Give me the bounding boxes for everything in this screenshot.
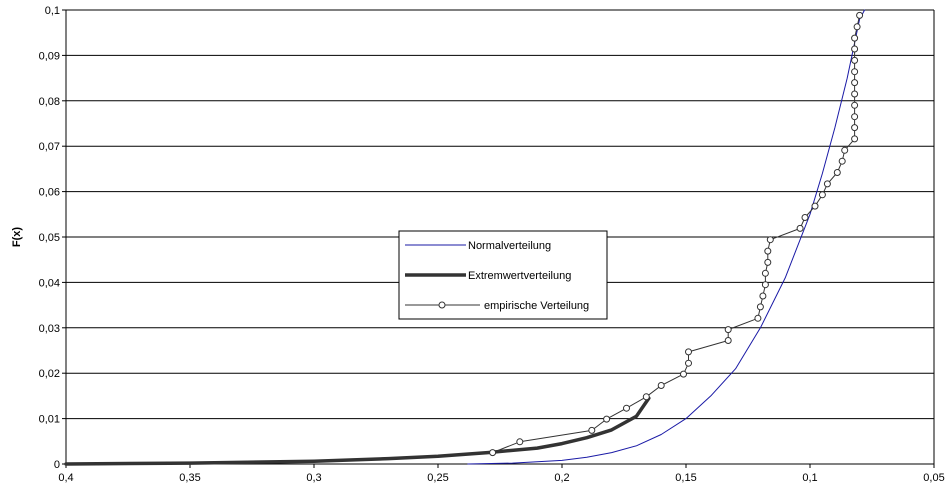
data-point-empirische-verteilung (588, 426, 596, 434)
y-tick-label: 0,01 (39, 414, 60, 426)
data-point-empirische-verteilung (851, 45, 859, 53)
data-point-empirische-verteilung (851, 79, 859, 87)
data-point-empirische-verteilung (657, 382, 665, 389)
data-point-empirische-verteilung (489, 449, 497, 457)
y-axis-title: F(x) (11, 227, 23, 248)
x-tick-label: 0,2 (554, 472, 569, 484)
data-point-empirische-verteilung (754, 314, 762, 322)
data-point-empirische-verteilung (818, 191, 826, 199)
data-point-empirische-verteilung (603, 415, 611, 423)
data-point-empirische-verteilung (811, 202, 819, 210)
y-tick-label: 0,04 (39, 277, 60, 289)
y-tick-label: 0,06 (39, 187, 60, 199)
data-point-empirische-verteilung (851, 68, 859, 76)
data-point-empirische-verteilung (766, 236, 774, 244)
data-point-empirische-verteilung (724, 326, 732, 334)
x-tick-label: 0,15 (675, 472, 696, 484)
y-tick-label: 0,07 (39, 141, 60, 153)
gridlines (66, 9, 935, 464)
data-point-empirische-verteilung (796, 224, 804, 232)
y-tick-label: 0,03 (39, 323, 60, 335)
data-point-empirische-verteilung (853, 23, 861, 31)
data-point-empirische-verteilung (756, 303, 764, 311)
y-tick-label: 0,08 (39, 96, 60, 108)
legend-label-empirische-verteilung: empirische Verteilung (484, 300, 589, 312)
data-point-empirische-verteilung (851, 135, 859, 143)
legend-label-extremwertverteilung: Extremwertverteilung (468, 270, 571, 282)
data-point-empirische-verteilung (724, 337, 732, 344)
data-point-empirische-verteilung (823, 180, 831, 188)
data-point-empirische-verteilung (851, 90, 859, 98)
series-layer (64, 9, 866, 466)
y-tick-label: 0 (54, 459, 60, 471)
x-tick-label: 0,05 (923, 472, 944, 484)
legend-marker-empirische-verteilung (438, 301, 446, 309)
x-tick-label: 0,3 (306, 472, 321, 484)
legend-label-normalverteilung: Normalverteilung (468, 240, 551, 252)
x-tick-label: 0,4 (58, 472, 73, 484)
series-line-empirische-verteilung (492, 14, 861, 454)
y-tick-label: 0,02 (39, 368, 60, 380)
data-point-empirische-verteilung (685, 359, 692, 367)
data-point-empirische-verteilung (680, 370, 687, 378)
data-point-empirische-verteilung (516, 438, 524, 446)
y-tick-label: 0,05 (39, 232, 60, 244)
data-point-empirische-verteilung (851, 101, 859, 109)
data-point-empirische-verteilung (838, 157, 846, 165)
legend: Normalverteilung Extremwertverteilung em… (398, 230, 608, 320)
y-ticks: 0 0,01 0,02 0,03 0,04 0,05 0,06 0,07 0,08 0,09 0,1 (39, 5, 66, 471)
data-point-empirische-verteilung (761, 269, 769, 277)
data-point-empirische-verteilung (851, 56, 859, 64)
data-point-empirische-verteilung (841, 146, 849, 154)
x-tick-label: 0,35 (179, 472, 200, 484)
data-point-empirische-verteilung (856, 11, 864, 19)
series-line-extremwertverteilung (64, 396, 651, 466)
series-line-normalverteilung (467, 9, 866, 465)
y-tick-label: 0,09 (39, 50, 60, 62)
x-ticks: 0,4 0,35 0,3 0,25 0,2 0,15 0,1 0,05 (58, 464, 945, 484)
data-point-empirische-verteilung (851, 124, 859, 132)
x-tick-label: 0,1 (802, 472, 817, 484)
data-point-empirische-verteilung (764, 258, 772, 266)
data-point-empirische-verteilung (801, 214, 809, 221)
data-point-empirische-verteilung (759, 292, 767, 300)
y-tick-label: 0,1 (45, 5, 60, 17)
x-tick-label: 0,25 (427, 472, 448, 484)
data-point-empirische-verteilung (623, 404, 630, 412)
data-point-empirische-verteilung (685, 348, 692, 356)
data-point-empirische-verteilung (761, 281, 769, 289)
data-point-empirische-verteilung (851, 113, 859, 121)
data-point-empirische-verteilung (851, 34, 859, 42)
data-point-empirische-verteilung (642, 393, 650, 401)
data-point-empirische-verteilung (833, 169, 841, 176)
data-point-empirische-verteilung (764, 247, 772, 255)
